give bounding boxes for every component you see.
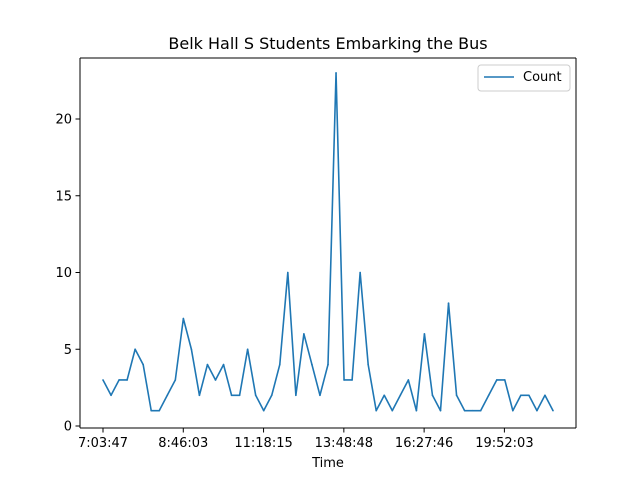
x-tick-label: 7:03:47 bbox=[78, 436, 128, 451]
data-point bbox=[343, 379, 345, 381]
x-tick-label: 19:52:03 bbox=[475, 436, 533, 451]
y-tick-label: 5 bbox=[64, 343, 72, 358]
data-point bbox=[214, 379, 217, 381]
x-axis-label: Time bbox=[311, 456, 344, 471]
data-point bbox=[536, 409, 538, 412]
data-point bbox=[174, 379, 177, 381]
data-point bbox=[495, 379, 498, 381]
data-point bbox=[287, 271, 289, 274]
data-point bbox=[439, 409, 442, 412]
data-point bbox=[150, 409, 153, 412]
chart-title: Belk Hall S Students Embarking the Bus bbox=[168, 34, 487, 53]
x-tick-label: 11:18:15 bbox=[234, 436, 292, 451]
data-point bbox=[319, 394, 321, 397]
y-axis-ticks: 0 5 10 15 20 bbox=[55, 113, 80, 435]
data-point bbox=[327, 363, 329, 366]
data-point bbox=[367, 363, 369, 366]
data-point bbox=[311, 363, 313, 366]
legend-box bbox=[477, 64, 571, 92]
data-point bbox=[222, 363, 225, 366]
data-point bbox=[182, 317, 185, 320]
data-point bbox=[351, 379, 353, 381]
data-point bbox=[270, 394, 273, 397]
data-point bbox=[254, 394, 257, 397]
data-point bbox=[407, 379, 410, 381]
series-layer bbox=[102, 72, 554, 412]
data-point bbox=[431, 394, 434, 397]
y-tick-label: 10 bbox=[55, 266, 72, 281]
data-point bbox=[102, 379, 104, 381]
data-point bbox=[479, 409, 482, 412]
data-point bbox=[520, 394, 522, 397]
data-point bbox=[391, 409, 394, 412]
data-point bbox=[447, 302, 450, 305]
data-point bbox=[198, 394, 201, 397]
data-point bbox=[375, 409, 378, 412]
data-point bbox=[126, 379, 128, 381]
data-point bbox=[110, 394, 112, 397]
data-point bbox=[399, 394, 402, 397]
data-point bbox=[487, 394, 490, 397]
legend: Count bbox=[477, 64, 571, 92]
data-point bbox=[359, 271, 361, 274]
y-tick-label: 15 bbox=[55, 189, 72, 204]
data-point bbox=[544, 394, 546, 397]
axes-frame bbox=[79, 57, 577, 429]
y-tick-label: 0 bbox=[64, 420, 72, 435]
legend-label-count: Count bbox=[523, 70, 562, 85]
data-point bbox=[166, 394, 169, 397]
data-point bbox=[278, 363, 281, 366]
data-point bbox=[552, 409, 554, 412]
data-point bbox=[142, 363, 144, 366]
data-point bbox=[206, 363, 209, 366]
data-point bbox=[415, 409, 418, 412]
x-axis-ticks: 7:03:47 8:46:03 11:18:15 13:48:48 16:27:46 19… bbox=[78, 428, 534, 451]
data-point bbox=[383, 394, 386, 397]
data-point bbox=[230, 394, 233, 397]
data-point bbox=[471, 409, 474, 412]
data-point bbox=[118, 379, 120, 381]
data-point bbox=[335, 72, 337, 74]
y-tick-label: 20 bbox=[55, 113, 72, 128]
data-point bbox=[503, 379, 506, 381]
data-point bbox=[295, 394, 297, 397]
data-point bbox=[423, 333, 426, 335]
data-point bbox=[528, 394, 530, 397]
x-tick-label: 16:27:46 bbox=[395, 436, 453, 451]
data-point bbox=[158, 409, 161, 412]
x-tick-label: 13:48:48 bbox=[315, 436, 373, 451]
data-point bbox=[238, 394, 241, 397]
data-point bbox=[134, 348, 136, 351]
plot-area bbox=[80, 58, 576, 428]
x-tick-label: 8:46:03 bbox=[158, 436, 208, 451]
data-point bbox=[190, 348, 193, 351]
data-point bbox=[455, 394, 458, 397]
data-point bbox=[246, 348, 249, 351]
data-point bbox=[303, 333, 305, 335]
data-point bbox=[262, 409, 265, 412]
data-point bbox=[512, 409, 514, 412]
data-point bbox=[463, 409, 466, 412]
